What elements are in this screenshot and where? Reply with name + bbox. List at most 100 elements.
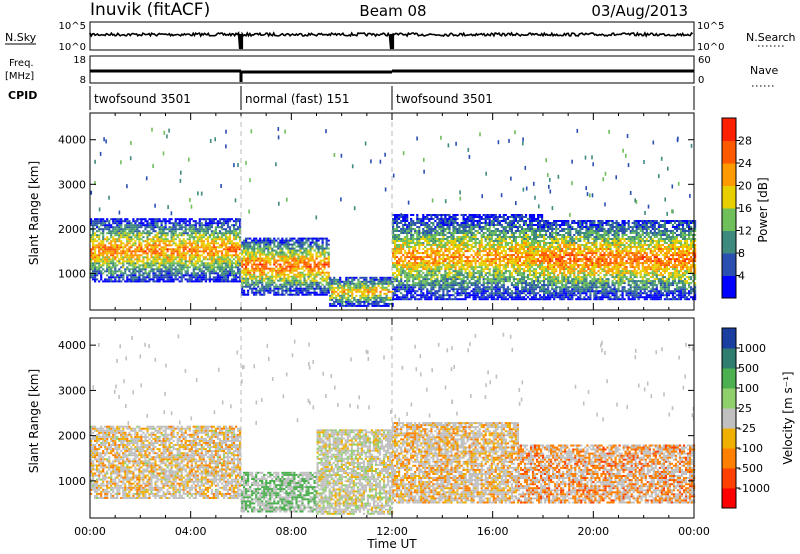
echo-cell — [484, 292, 487, 295]
echo-cell — [138, 230, 141, 233]
date-title: 03/Aug/2013 — [591, 2, 688, 20]
echo-cell — [458, 272, 461, 275]
echo-cell — [279, 265, 282, 268]
echo-cell — [488, 252, 491, 255]
echo-cell — [180, 232, 183, 235]
echo-cell — [263, 279, 266, 282]
echo-cell — [154, 230, 157, 233]
echo-cell — [220, 272, 224, 275]
echo-cell — [353, 298, 356, 301]
echo-cell — [480, 292, 483, 295]
echo-cell — [446, 272, 449, 275]
echo-cell — [98, 250, 101, 253]
echo-cell — [281, 249, 284, 252]
echo-cell — [112, 270, 115, 273]
echo-cell — [410, 232, 413, 234]
echo-cell — [494, 228, 497, 230]
echo-cell — [396, 226, 399, 228]
echo-cell — [319, 247, 322, 250]
echo-cell — [486, 260, 489, 263]
echo-cell — [184, 264, 187, 267]
echo-cell — [114, 252, 117, 255]
echo-cell — [208, 248, 211, 251]
echo-cell — [182, 220, 185, 223]
echo-cell — [134, 248, 137, 251]
echo-cell — [184, 228, 187, 231]
echo-cell — [216, 234, 219, 237]
cpid-segment-label: normal (fast) 151 — [245, 92, 349, 106]
echo-cell — [486, 282, 489, 285]
echo-cell — [490, 260, 493, 263]
echo-cell — [224, 266, 228, 269]
echo-cell — [313, 237, 316, 240]
echo-cell — [251, 247, 254, 250]
echo-cell — [424, 246, 427, 248]
echo-cell — [474, 254, 477, 257]
echo-cell — [146, 260, 149, 263]
echo-cell — [414, 254, 417, 257]
echo-cell — [144, 278, 147, 281]
echo-cell — [166, 270, 169, 273]
echo-cell — [108, 256, 111, 259]
echo-cell — [98, 272, 101, 275]
echo-cell — [285, 291, 288, 294]
echo-cell — [218, 264, 222, 267]
echo-cell — [188, 242, 191, 245]
echo-cell — [367, 284, 370, 287]
echo-cell — [222, 244, 226, 247]
echo-cell — [301, 265, 304, 268]
echo-cell — [108, 230, 111, 233]
echo-cell — [120, 224, 123, 227]
echo-cell — [488, 258, 491, 261]
echo-cell — [351, 292, 354, 295]
echo-cell — [333, 300, 336, 303]
echo-cell — [180, 266, 183, 269]
echo-cell — [190, 250, 193, 253]
echo-cell — [130, 252, 133, 255]
echo-cell — [410, 234, 413, 236]
echo-cell — [255, 275, 258, 278]
echo-cell — [196, 250, 199, 253]
echo-cell — [269, 241, 272, 244]
echo-cell — [222, 270, 226, 273]
echo-cell — [428, 240, 431, 242]
echo-cell — [468, 260, 471, 263]
echo-cell — [154, 220, 157, 223]
echo-cell — [96, 272, 99, 275]
echo-cell — [239, 226, 242, 229]
echo-cell — [132, 262, 135, 265]
echo-cell — [369, 282, 372, 285]
echo-cell — [494, 216, 497, 218]
echo-cell — [136, 220, 139, 223]
echo-cell — [110, 236, 113, 239]
echo-cell — [142, 232, 145, 235]
echo-cell — [438, 246, 441, 248]
echo-cell — [108, 248, 111, 251]
echo-cell — [392, 264, 395, 267]
echo-cell — [186, 224, 189, 227]
echo-cell — [96, 220, 99, 223]
echo-cell — [450, 242, 453, 244]
echo-cell — [150, 238, 153, 241]
echo-cell — [484, 228, 487, 230]
echo-cell — [289, 261, 292, 264]
echo-cell — [392, 252, 395, 255]
echo-cell — [295, 273, 298, 276]
echo-cell — [172, 248, 175, 251]
echo-cell — [307, 263, 310, 266]
echo-cell — [420, 270, 423, 273]
echo-cell — [190, 258, 193, 261]
echo-cell — [398, 244, 401, 246]
echo-cell — [287, 241, 290, 244]
echo-cell — [128, 242, 131, 245]
echo-cell — [188, 258, 191, 261]
echo-cell — [398, 274, 401, 277]
echo-cell — [422, 234, 425, 236]
echo-cell — [396, 280, 399, 283]
echo-cell — [166, 268, 169, 271]
echo-cell — [295, 279, 298, 282]
echo-cell — [206, 230, 209, 233]
echo-cell — [136, 262, 139, 265]
beam-title: Beam 08 — [359, 2, 426, 20]
echo-cell — [253, 251, 256, 254]
